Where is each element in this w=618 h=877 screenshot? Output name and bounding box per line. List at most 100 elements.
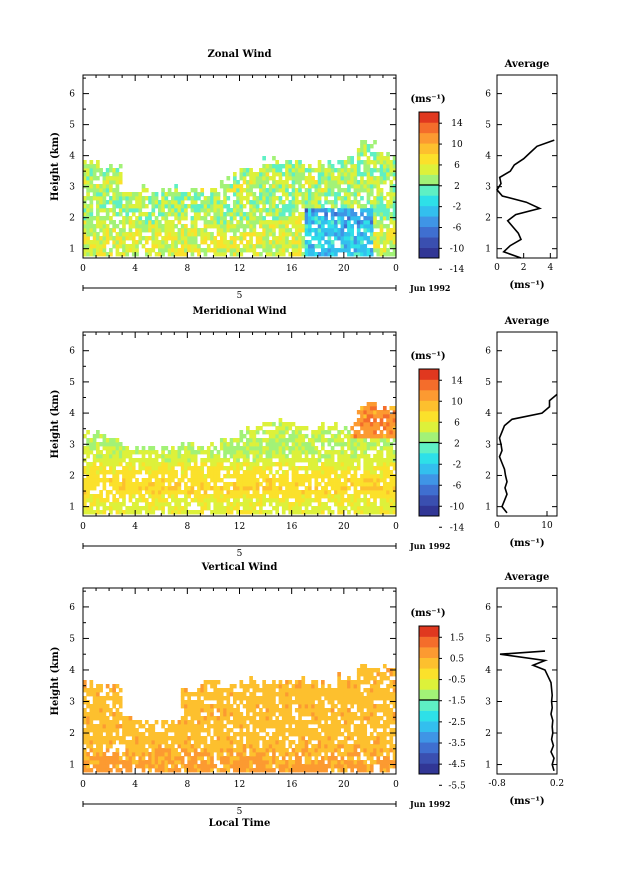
heatmap-cell [240,510,244,514]
heatmap-cell [311,696,315,700]
heatmap-cell [217,466,221,470]
heatmap-cell [138,756,142,760]
heatmap-cell [259,506,263,510]
heatmap-cell [328,160,332,164]
heatmap-cell [181,724,185,728]
heatmap-cell [129,494,133,498]
heatmap-cell [112,696,116,700]
heatmap-cell [103,200,107,204]
heatmap-cell [226,700,230,704]
heatmap-cell [174,732,178,736]
heatmap-cell [132,486,136,490]
heatmap-cell [331,212,335,216]
heatmap-cell [301,688,305,692]
heatmap-cell [236,724,240,728]
heatmap-cell [184,208,188,212]
heatmap-cell [184,728,188,732]
heatmap-cell [292,450,296,454]
heatmap-cell [275,172,279,176]
heatmap-cell [86,228,90,232]
heatmap-cell [298,252,302,256]
heatmap-cell [357,506,361,510]
heatmap-cell [103,244,107,248]
heatmap-cell [125,196,129,200]
heatmap-cell [184,466,188,470]
heatmap-cell [308,736,312,740]
heatmap-cell [83,196,87,200]
heatmap-cell [386,422,390,426]
heatmap-cell [213,196,217,200]
heatmap-cell [272,700,276,704]
heatmap-cell [226,708,230,712]
heatmap-cell [226,502,230,506]
heatmap-cell [197,764,201,768]
heatmap-cell [184,502,188,506]
heatmap-cell [279,252,283,256]
heatmap-cell [311,248,315,252]
heatmap-cell [318,434,322,438]
heatmap-cell [318,502,322,506]
heatmap-cell [226,716,230,720]
heatmap-cell [129,740,133,744]
heatmap-cell [337,188,341,192]
heatmap-cell [119,740,123,744]
heatmap-cell [99,450,103,454]
heatmap-cell [204,248,208,252]
heatmap-cell [204,728,208,732]
heatmap-cell [138,494,142,498]
heatmap-cell [380,224,384,228]
heatmap-cell [389,196,393,200]
heatmap-cell [262,486,266,490]
heatmap-cell [161,454,165,458]
heatmap-cell [285,244,289,248]
heatmap-cell [96,466,100,470]
heatmap-cell [240,736,244,740]
heatmap-cell [246,498,250,502]
heatmap-cell [90,176,94,180]
heatmap-cell [344,236,348,240]
heatmap-cell [90,716,94,720]
heatmap-cell [249,494,253,498]
heatmap-cell [122,220,126,224]
heatmap-cell [295,458,299,462]
heatmap-cell [249,470,253,474]
heatmap-cell [262,736,266,740]
heatmap-cell [347,252,351,256]
heatmap-cell [220,184,224,188]
heatmap-cell [253,696,257,700]
heatmap-cell [96,192,100,196]
heatmap-cell [292,180,296,184]
heatmap-cell [178,744,182,748]
heatmap-cell [269,438,273,442]
heatmap-cell [295,502,299,506]
heatmap-cell [96,248,100,252]
heatmap-cell [357,442,361,446]
heatmap-cell [135,208,139,212]
heatmap-cell [145,506,149,510]
heatmap-cell [119,164,123,168]
heatmap-cell [269,252,273,256]
heatmap-cell [357,232,361,236]
heatmap-cell [298,756,302,760]
heatmap-cell [90,704,94,708]
heatmap-cell [138,740,142,744]
heatmap-cell [295,720,299,724]
heatmap-cell [380,502,384,506]
heatmap-cell [253,700,257,704]
heatmap-cell [184,236,188,240]
heatmap-cell [341,160,345,164]
heatmap-cell [119,450,123,454]
heatmap-cell [93,164,97,168]
heatmap-cell [178,232,182,236]
heatmap-cell [129,744,133,748]
heatmap-cell [279,164,283,168]
heatmap-cell [86,752,90,756]
heatmap-cell [220,220,224,224]
heatmap-cell [240,192,244,196]
heatmap-cell [288,160,292,164]
heatmap-cell [220,244,224,248]
heatmap-cell [311,252,315,256]
heatmap-cell [344,474,348,478]
heatmap-cell [165,502,169,506]
heatmap-cell [269,176,273,180]
